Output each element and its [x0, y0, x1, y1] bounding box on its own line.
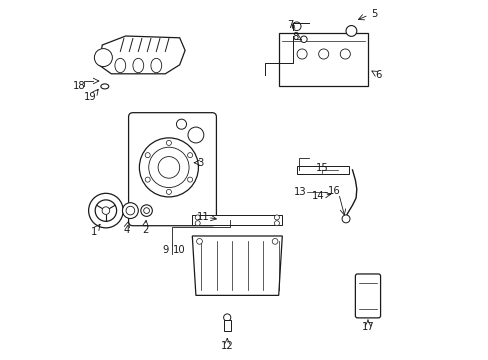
Text: 15: 15: [315, 163, 327, 174]
Circle shape: [148, 147, 189, 188]
Text: 1: 1: [91, 227, 97, 237]
Circle shape: [141, 205, 152, 216]
Ellipse shape: [151, 58, 162, 73]
Text: 19: 19: [84, 92, 97, 102]
Circle shape: [126, 206, 134, 215]
Bar: [223, 320, 230, 331]
Ellipse shape: [133, 58, 143, 73]
Bar: [192, 215, 282, 225]
Circle shape: [176, 119, 186, 129]
Text: 17: 17: [361, 322, 374, 332]
Ellipse shape: [101, 84, 108, 89]
Circle shape: [340, 49, 349, 59]
Circle shape: [274, 215, 279, 220]
Text: 7: 7: [286, 20, 293, 30]
Text: 3: 3: [197, 158, 203, 168]
Ellipse shape: [115, 58, 125, 73]
Circle shape: [187, 127, 203, 143]
Bar: [296, 166, 348, 174]
Circle shape: [102, 207, 109, 215]
Circle shape: [195, 221, 200, 226]
Text: 11: 11: [196, 212, 209, 222]
Circle shape: [166, 140, 171, 145]
Text: 13: 13: [293, 186, 306, 197]
FancyBboxPatch shape: [355, 274, 380, 318]
Circle shape: [166, 189, 171, 194]
Circle shape: [196, 238, 202, 244]
Polygon shape: [99, 36, 185, 74]
Circle shape: [195, 215, 200, 220]
Text: 18: 18: [72, 81, 85, 91]
Text: 2: 2: [142, 225, 148, 235]
Text: 14: 14: [312, 191, 325, 201]
Circle shape: [95, 200, 116, 221]
Text: 4: 4: [123, 225, 129, 235]
Text: 8: 8: [292, 32, 299, 42]
Circle shape: [296, 49, 306, 59]
Circle shape: [187, 177, 192, 182]
FancyBboxPatch shape: [128, 113, 216, 226]
Circle shape: [94, 49, 112, 67]
Circle shape: [318, 49, 328, 59]
Circle shape: [292, 22, 301, 31]
Circle shape: [346, 26, 356, 36]
Text: 6: 6: [374, 70, 381, 80]
Circle shape: [143, 208, 149, 213]
Circle shape: [139, 138, 198, 197]
Circle shape: [145, 177, 150, 182]
Text: 12: 12: [221, 341, 233, 351]
Circle shape: [272, 238, 277, 244]
Bar: [279, 33, 367, 86]
Circle shape: [122, 203, 138, 219]
Circle shape: [274, 221, 279, 226]
Text: 5: 5: [371, 9, 377, 19]
Text: 16: 16: [327, 186, 340, 196]
Circle shape: [342, 215, 349, 223]
Text: 9: 9: [163, 245, 169, 255]
Circle shape: [158, 157, 179, 178]
Circle shape: [145, 153, 150, 158]
Polygon shape: [192, 236, 282, 295]
Circle shape: [187, 153, 192, 158]
Circle shape: [88, 193, 123, 228]
Text: 10: 10: [172, 245, 185, 255]
Circle shape: [300, 36, 306, 42]
